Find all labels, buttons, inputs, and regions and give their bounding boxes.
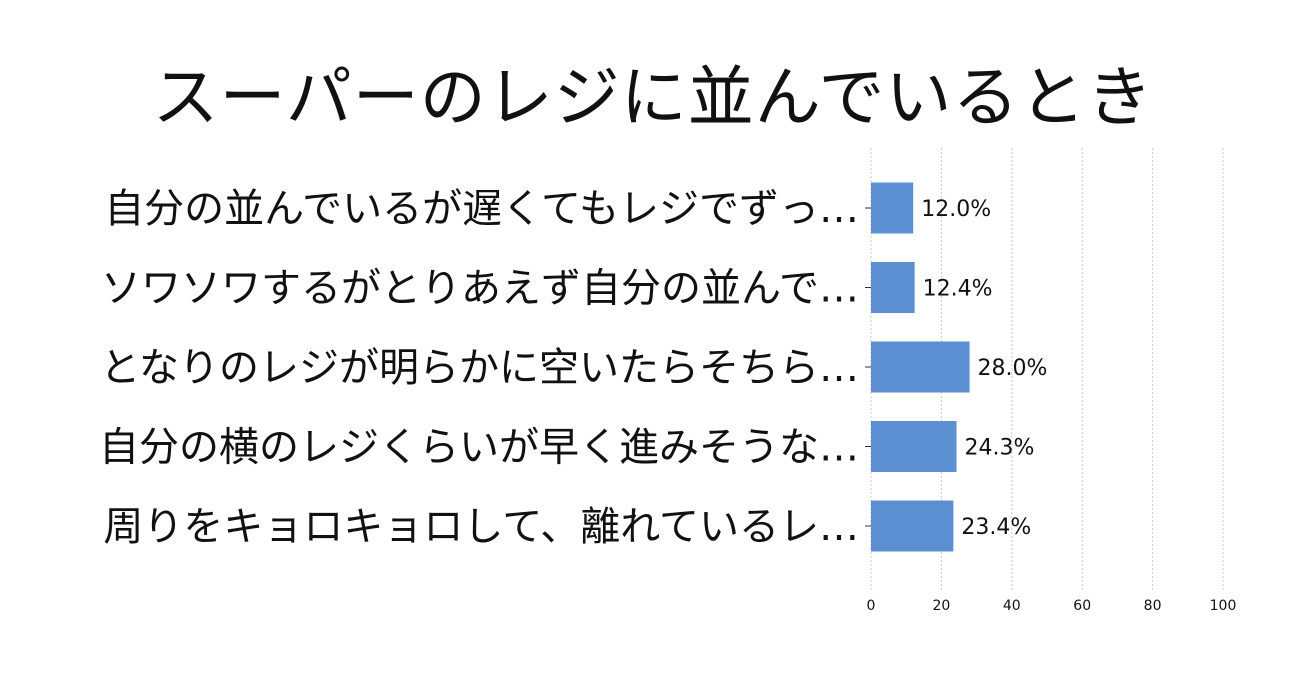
- bar-5: [871, 500, 954, 552]
- x-tick-label-100: 100: [1210, 598, 1237, 614]
- category-label-4: 自分の横のレジくらいが早く進みそうな…: [99, 425, 859, 471]
- value-label-3: 28.0%: [978, 356, 1048, 381]
- value-label-1: 12.0%: [921, 197, 991, 222]
- category-label-2: ソワソワするがとりあえず自分の並んで…: [101, 266, 859, 312]
- value-labels: 12.0% 12.4% 28.0% 24.3% 23.4%: [921, 197, 1047, 540]
- category-label-3: となりのレジが明らかに空いたらそちら…: [100, 345, 859, 391]
- category-label-1: 自分の並んでいるが遅くてもレジでずっ…: [104, 186, 859, 232]
- bar-4: [871, 421, 957, 472]
- category-labels: 自分の並んでいるが遅くてもレジでずっ… ソワソワするがとりあえず自分の並んで… とな…: [99, 186, 859, 550]
- value-label-2: 12.4%: [923, 277, 993, 302]
- bars: [865, 182, 970, 552]
- bar-3: [871, 341, 970, 393]
- x-tick-label-80: 80: [1144, 598, 1162, 614]
- bar-1: [871, 182, 914, 234]
- x-tick-label-20: 20: [932, 598, 950, 614]
- x-axis-ticks: 0 20 40 60 80 100: [867, 598, 1237, 614]
- x-tick-label-40: 40: [1003, 598, 1021, 614]
- value-label-4: 24.3%: [965, 436, 1035, 461]
- chart-title: スーパーのレジに並んでいるとき: [152, 59, 1154, 136]
- value-label-5: 23.4%: [961, 515, 1031, 540]
- bar-2: [871, 262, 915, 313]
- x-tick-label-0: 0: [867, 598, 876, 614]
- category-label-5: 周りをキョロキョロして、離れているレ…: [103, 504, 859, 550]
- x-tick-label-60: 60: [1073, 598, 1091, 614]
